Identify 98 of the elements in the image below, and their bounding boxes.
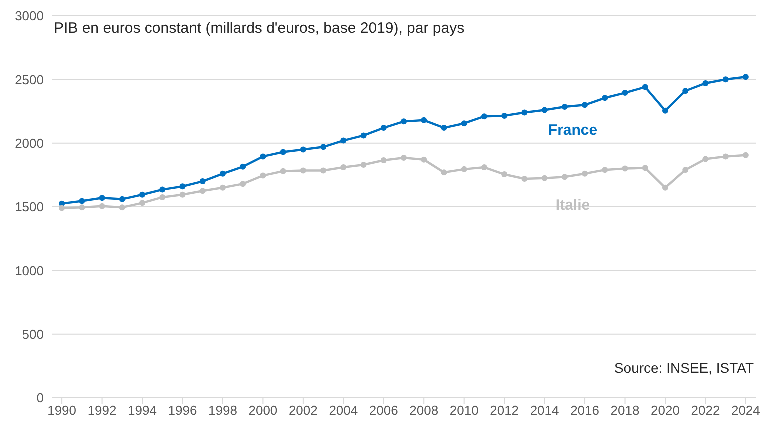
x-tick-label: 1998 [208, 403, 238, 418]
point [441, 170, 448, 176]
y-tick-label: 3000 [15, 8, 44, 24]
point [200, 178, 206, 185]
point [421, 117, 428, 124]
x-tick-label: 2014 [530, 403, 560, 418]
point [441, 125, 448, 132]
point [622, 166, 628, 172]
x-tick-label: 2012 [490, 403, 520, 418]
y-tick-label: 1000 [15, 263, 44, 278]
point [340, 164, 347, 171]
x-tick-label: 1996 [168, 403, 198, 418]
point [722, 154, 729, 160]
x-tick-label: 2024 [731, 403, 760, 418]
point [300, 146, 306, 153]
y-tick-label: 2000 [15, 136, 44, 151]
point [119, 204, 126, 211]
point [481, 164, 488, 171]
point [502, 112, 508, 119]
point [542, 107, 548, 114]
point [300, 168, 306, 174]
point [240, 181, 246, 188]
y-tick-label: 2500 [15, 72, 44, 88]
annotation: Source: INSEE, ISTAT [614, 360, 754, 376]
point [742, 152, 749, 158]
point [421, 156, 428, 163]
x-tick-label: 2010 [450, 403, 479, 418]
point [702, 80, 709, 86]
point [180, 184, 186, 190]
point [160, 186, 166, 193]
point [360, 132, 367, 139]
x-tick-label: 1992 [88, 403, 117, 418]
point [260, 172, 266, 179]
point [99, 203, 106, 210]
point [662, 184, 668, 191]
point [702, 156, 709, 162]
x-tick-label: 2016 [570, 403, 600, 418]
point [461, 166, 468, 172]
point [742, 74, 749, 80]
point [320, 144, 327, 150]
point [602, 167, 608, 174]
point [200, 188, 206, 194]
point [461, 120, 468, 127]
point [642, 84, 648, 90]
point [260, 154, 266, 160]
point [582, 170, 588, 177]
point [99, 195, 106, 202]
x-tick-label: 1994 [128, 403, 157, 418]
x-tick-label: 2022 [691, 403, 720, 418]
point [502, 172, 508, 178]
point [562, 104, 568, 110]
x-tick-label: 2000 [248, 403, 278, 418]
y-tick-label: 1500 [15, 200, 44, 215]
x-tick-label: 2002 [288, 403, 318, 418]
series-label: Italie [556, 196, 590, 214]
point [340, 138, 347, 144]
x-tick-label: 2006 [369, 403, 398, 418]
point [140, 200, 146, 206]
point [320, 168, 327, 174]
point [79, 198, 86, 204]
point [119, 196, 126, 202]
x-tick-label: 2004 [329, 403, 358, 418]
series-label: France [548, 122, 598, 140]
point [280, 149, 286, 156]
x-tick-label: 2020 [651, 403, 680, 418]
y-tick-label: 500 [22, 326, 44, 342]
point [622, 90, 628, 96]
chart-title: PIB en euros constant (millards d'euros, base 2019), par pays [54, 20, 465, 37]
point [481, 114, 488, 120]
point [380, 158, 387, 164]
point [360, 162, 367, 168]
point [662, 108, 668, 114]
point [140, 192, 146, 198]
point [160, 194, 166, 200]
point [522, 110, 528, 116]
point [380, 125, 387, 132]
point [582, 102, 588, 108]
point [522, 176, 528, 182]
point [682, 167, 689, 174]
y-tick-label: 0 [36, 390, 44, 406]
point [180, 192, 186, 198]
x-tick-label: 2008 [410, 403, 439, 418]
point [602, 95, 608, 102]
point [642, 165, 648, 172]
x-tick-label: 2018 [610, 403, 640, 418]
point [542, 175, 548, 182]
point [562, 174, 568, 180]
point [240, 164, 246, 170]
point [79, 204, 86, 211]
point [220, 170, 226, 177]
point [682, 88, 689, 94]
point [401, 154, 407, 161]
point [722, 76, 729, 83]
point [401, 118, 407, 125]
point [280, 168, 286, 174]
x-tick-label: 1990 [48, 403, 77, 418]
point [59, 205, 66, 212]
point [220, 184, 226, 191]
